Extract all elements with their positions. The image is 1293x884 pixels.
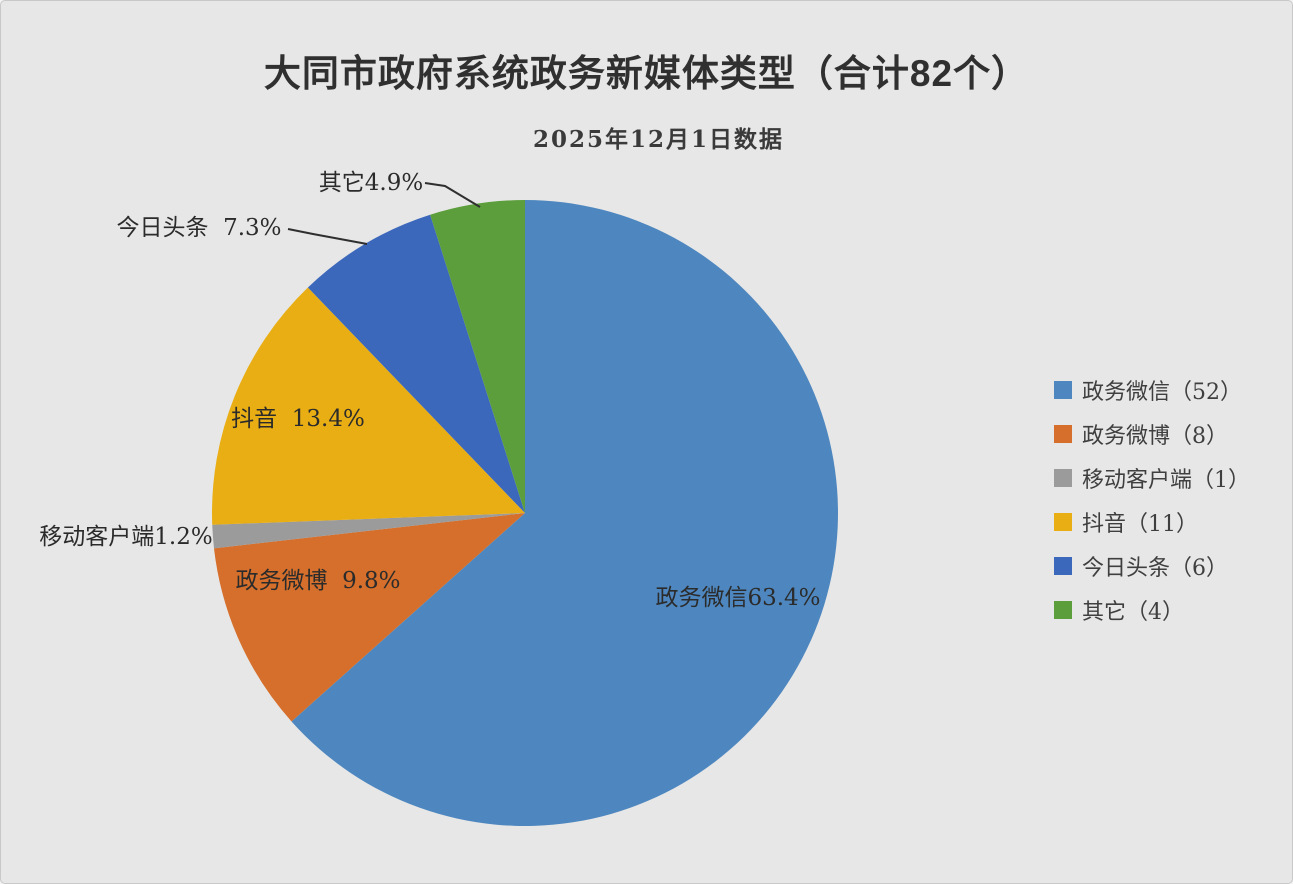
- leader-line-other: [424, 182, 481, 208]
- pie-label-other: 其它4.9%: [319, 170, 423, 196]
- legend-label: 今日头条（6）: [1082, 556, 1228, 581]
- pie-slice-wechat: [291, 200, 839, 826]
- legend-label: 移动客户端（1）: [1082, 468, 1250, 493]
- legend-label: 其它（4）: [1082, 600, 1184, 625]
- legend-label: 政务微信（52）: [1082, 380, 1242, 405]
- pie-label-wechat: 政务微信63.4%: [655, 585, 820, 611]
- legend: 政务微信（52） 政务微博（8） 移动客户端（1） 抖音（11） 今日头条（6）…: [1054, 368, 1250, 632]
- chart-subtitle: 2025年12月1日数据: [532, 126, 785, 153]
- legend-swatch-icon: [1054, 557, 1072, 575]
- legend-item-mobile-app: 移动客户端（1）: [1054, 456, 1250, 500]
- legend-label: 抖音（11）: [1082, 512, 1198, 537]
- pie-label-douyin: 抖音 13.4%: [231, 406, 365, 432]
- legend-label: 政务微博（8）: [1082, 424, 1228, 449]
- pie-slice-douyin: [212, 287, 525, 525]
- pie-slice-weibo: [213, 513, 525, 722]
- chart-title: 大同市政府系统政务新媒体类型（合计82个）: [263, 53, 1030, 94]
- leader-line-toutiao: [287, 228, 368, 245]
- legend-item-wechat: 政务微信（52）: [1054, 368, 1250, 412]
- pie-label-toutiao: 今日头条 7.3%: [116, 215, 281, 241]
- legend-swatch-icon: [1054, 425, 1072, 443]
- legend-item-toutiao: 今日头条（6）: [1054, 544, 1250, 588]
- legend-swatch-icon: [1054, 469, 1072, 487]
- legend-item-other: 其它（4）: [1054, 588, 1250, 632]
- pie-slice-toutiao: [307, 214, 525, 513]
- pie-slice-mobile-app: [212, 513, 525, 549]
- legend-swatch-icon: [1054, 381, 1072, 399]
- legend-item-weibo: 政务微博（8）: [1054, 412, 1250, 456]
- legend-swatch-icon: [1054, 513, 1072, 531]
- pie-slice-other: [430, 200, 525, 513]
- pie-label-mobile-app: 移动客户端1.2%: [39, 524, 212, 550]
- legend-item-douyin: 抖音（11）: [1054, 500, 1250, 544]
- pie-label-weibo: 政务微博 9.8%: [235, 568, 400, 594]
- legend-swatch-icon: [1054, 601, 1072, 619]
